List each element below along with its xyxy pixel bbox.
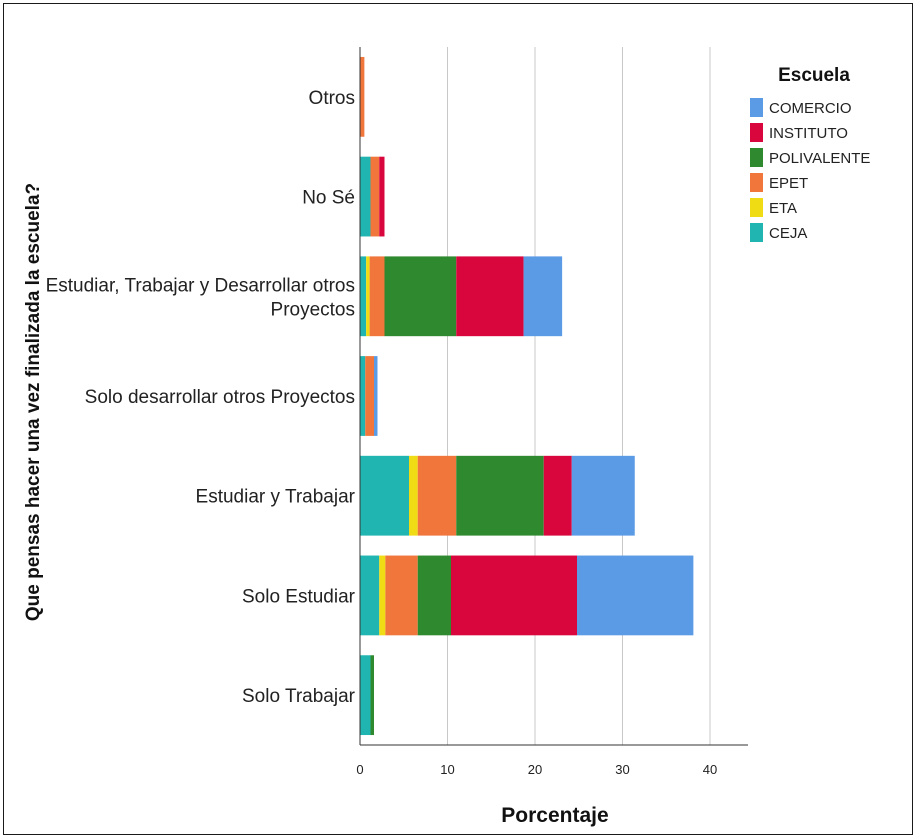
bar-polivalente-6	[370, 655, 374, 736]
x-tick-label-10: 10	[440, 762, 454, 777]
bar-epet-0	[360, 56, 365, 137]
category-label-1: No Sé	[302, 188, 355, 209]
category-label-4: Estudiar y Trabajar	[196, 487, 356, 508]
y-axis-title: Que pensas hacer una vez finalizada la e…	[23, 183, 44, 621]
category-label-line: Estudiar y Trabajar	[196, 487, 356, 508]
category-label-line: Proyectos	[271, 299, 355, 320]
legend-label-comercio: COMERCIO	[769, 100, 852, 117]
grid-lines	[447, 47, 711, 745]
category-label-5: Solo Estudiar	[242, 586, 356, 607]
bar-comercio-3	[374, 356, 378, 436]
category-label-6: Solo Trabajar	[242, 686, 356, 707]
x-tick-label-40: 40	[703, 762, 717, 777]
bar-epet-3	[365, 356, 374, 436]
bar-polivalente-5	[417, 555, 451, 636]
legend-swatch-polivalente	[750, 148, 763, 167]
bar-ceja-5	[360, 555, 380, 636]
legend-label-instituto: INSTITUTO	[769, 125, 848, 142]
bar-instituto-1	[379, 156, 385, 237]
bar-ceja-1	[360, 156, 371, 237]
bar-ceja-3	[360, 356, 366, 436]
category-label-line: Solo Trabajar	[242, 686, 356, 707]
legend-label-polivalente: POLIVALENTE	[769, 150, 870, 167]
bar-eta-5	[379, 555, 386, 636]
bar-eta-4	[409, 455, 418, 536]
bar-eta-2	[366, 256, 370, 337]
bar-instituto-4	[543, 455, 572, 536]
x-axis-title: Porcentaje	[501, 804, 608, 827]
x-tick-label-0: 0	[356, 762, 363, 777]
legend-label-ceja: CEJA	[769, 225, 807, 242]
bar-polivalente-4	[456, 455, 544, 536]
legend-label-eta: ETA	[769, 200, 797, 217]
legend-title: Escuela	[778, 65, 850, 86]
x-tick-label-30: 30	[615, 762, 629, 777]
bar-instituto-5	[451, 555, 577, 636]
axes	[359, 47, 748, 746]
bar-instituto-2	[456, 256, 524, 337]
legend-swatch-ceja	[750, 223, 763, 242]
x-tick-labels: 0 10 20 30 40	[356, 762, 717, 777]
bar-epet-1	[370, 156, 380, 237]
bar-comercio-4	[571, 455, 635, 536]
legend: Escuela COMERCIO INSTITUTO POLIVALENTE EPET…	[750, 65, 870, 242]
category-label-line: No Sé	[302, 188, 355, 209]
legend-label-epet: EPET	[769, 175, 808, 192]
category-labels: Otros No Sé Estudiar, Trabajar y Desarroll…	[46, 88, 356, 707]
legend-swatch-comercio	[750, 98, 763, 117]
chart-frame: Otros No Sé Estudiar, Trabajar y Desarroll…	[3, 3, 913, 835]
bar-ceja-4	[360, 455, 409, 536]
legend-swatch-epet	[750, 173, 763, 192]
bar-epet-4	[417, 455, 457, 536]
category-label-2: Estudiar, Trabajar y Desarrollar otros Pr…	[46, 275, 355, 320]
legend-swatch-instituto	[750, 123, 763, 142]
category-label-line: Otros	[309, 88, 355, 109]
bar-comercio-2	[523, 256, 563, 337]
bar-epet-5	[385, 555, 418, 636]
stacked-bar-chart: Otros No Sé Estudiar, Trabajar y Desarroll…	[23, 47, 870, 827]
bar-epet-2	[369, 256, 385, 337]
bar-ceja-2	[360, 256, 367, 337]
legend-swatch-eta	[750, 198, 763, 217]
bar-comercio-5	[577, 555, 694, 636]
category-label-line: Solo desarrollar otros Proyectos	[85, 387, 355, 408]
x-tick-label-20: 20	[528, 762, 542, 777]
category-label-3: Solo desarrollar otros Proyectos	[85, 387, 355, 408]
bar-ceja-6	[360, 655, 371, 736]
category-label-line: Solo Estudiar	[242, 586, 356, 607]
category-label-0: Otros	[309, 88, 355, 109]
bars	[360, 56, 694, 736]
bar-polivalente-2	[384, 256, 457, 337]
category-label-line: Estudiar, Trabajar y Desarrollar otros	[46, 275, 355, 296]
